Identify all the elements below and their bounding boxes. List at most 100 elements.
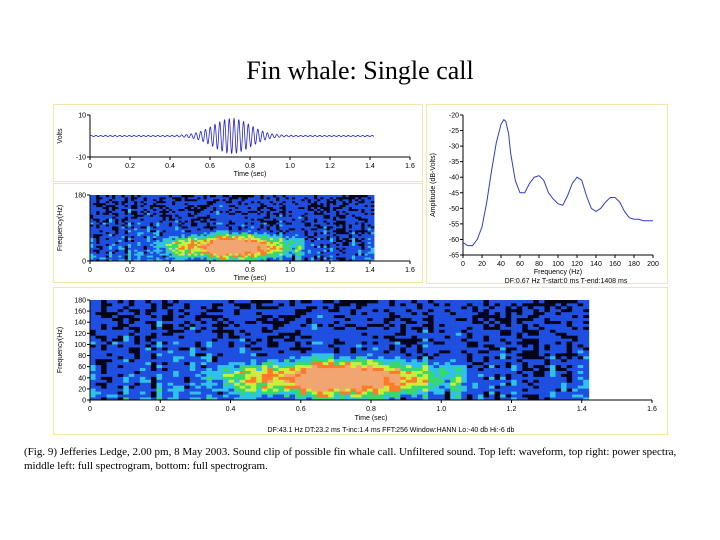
spectrogram-cell <box>348 229 353 233</box>
spectrogram-cell <box>250 257 255 260</box>
spectrogram-cell <box>285 259 290 262</box>
spectrogram-cell <box>223 358 229 363</box>
spectrogram-cell <box>367 196 372 200</box>
spectrogram-cell <box>189 332 196 336</box>
spectrogram-cell <box>112 341 119 345</box>
spectrogram-cell <box>289 335 296 339</box>
spectrogram-cell <box>342 202 346 206</box>
spectrogram-cell <box>269 243 274 246</box>
spectrogram-cell <box>370 222 375 225</box>
spectrogram-cell <box>123 311 130 316</box>
spectrogram-cell <box>127 255 132 258</box>
spectrogram-cell <box>320 218 324 221</box>
spectrogram-cell <box>178 300 185 304</box>
spectrogram-cell <box>127 247 132 250</box>
spectrogram-cell <box>195 358 202 363</box>
spectrogram-cell <box>244 202 249 206</box>
spectrogram-cell <box>244 210 249 213</box>
spectrogram-cell <box>350 320 357 324</box>
spectrogram-cell <box>105 243 110 246</box>
spectrogram-cell <box>257 210 261 213</box>
spectrogram-cell <box>361 253 365 256</box>
spectrogram-cell <box>134 243 138 246</box>
spectrogram-cell <box>260 235 264 239</box>
spectrogram-cell <box>159 255 163 258</box>
spectrogram-cell <box>332 212 337 215</box>
spectrogram-cell <box>101 364 108 369</box>
spectrogram-cell <box>339 391 346 395</box>
spectrogram-cell <box>101 352 108 357</box>
spectrogram-cell <box>90 222 94 225</box>
spectrogram-cell <box>200 237 204 241</box>
spectrogram-cell <box>235 218 239 221</box>
spectrogram-cell <box>288 241 293 244</box>
spectrogram-cell <box>139 326 146 330</box>
spectrogram-cell <box>320 200 324 204</box>
spectrogram-cell <box>342 239 346 242</box>
spectrogram-cell <box>178 373 185 377</box>
spectrogram-cell <box>367 376 374 380</box>
spectrogram-cell <box>108 229 113 233</box>
spectrogram-cell <box>162 237 167 241</box>
spectrogram-cell <box>150 338 157 342</box>
spectrogram-cell <box>351 243 356 246</box>
spectrogram-cell <box>106 350 113 354</box>
spectrogram-cell <box>172 241 176 244</box>
spectrogram-cell <box>364 206 369 209</box>
spectrogram-cell <box>336 226 340 229</box>
spectrogram-cell <box>295 195 299 198</box>
y-axis-label: Volts <box>57 128 64 144</box>
spectrogram-cell <box>93 226 97 229</box>
spectrogram-cell <box>238 231 242 235</box>
x-tick-label: 0 <box>88 267 92 274</box>
spectrogram-cell <box>211 373 218 377</box>
spectrogram-cell <box>367 332 374 336</box>
spectrogram-cell <box>306 361 313 366</box>
spectrogram-cell <box>206 300 213 304</box>
spectrogram-cell <box>289 323 296 327</box>
spectrogram-cell <box>234 376 241 380</box>
spectrogram-cell <box>162 329 168 333</box>
spectrogram-cell <box>266 237 271 241</box>
spectrogram-cell <box>234 388 241 392</box>
spectrogram-cell <box>137 241 141 244</box>
spectrogram-cell <box>216 235 220 239</box>
spectrogram-cell <box>172 229 176 233</box>
spectrogram-cell <box>310 216 315 219</box>
spectrogram-cell <box>115 259 119 262</box>
spectrogram-cell <box>178 231 182 235</box>
spectrogram-cell <box>295 382 301 386</box>
spectrogram-cell <box>306 355 313 360</box>
spectrogram-cell <box>223 320 229 324</box>
spectrogram-cell <box>247 247 252 250</box>
spectrogram-cell <box>190 255 195 258</box>
spectrogram-cell <box>178 376 185 380</box>
spectrogram-cell <box>197 253 201 256</box>
spectrogram-cell <box>304 259 309 262</box>
spectrogram-cell <box>250 329 257 333</box>
spectrogram-cell <box>235 249 239 252</box>
spectrogram-cell <box>247 198 252 202</box>
spectrogram-cell <box>295 200 299 204</box>
spectrogram-cell <box>159 196 163 200</box>
spectrogram-cell <box>149 239 154 242</box>
spectrogram-cell <box>195 370 202 374</box>
spectrogram-cell <box>250 239 255 242</box>
spectrogram-cell <box>99 251 104 254</box>
spectrogram-cell <box>323 226 328 229</box>
spectrogram-cell <box>350 397 357 401</box>
spectrogram-cell <box>298 231 302 235</box>
spectrogram-cell <box>200 329 207 333</box>
spectrogram-cell <box>267 335 274 339</box>
spectrogram-cell <box>184 394 191 398</box>
spectrogram-cell <box>178 200 182 204</box>
spectrogram-cell <box>189 335 196 339</box>
spectrogram-cell <box>118 245 122 248</box>
spectrogram-bottom-chart: 0 0.2 0.4 0.6 0.8 1.0 1.2 1.4 1.6180160140120100… <box>57 298 657 435</box>
spectrogram-cell <box>261 394 268 398</box>
spectrogram-cell <box>361 364 368 369</box>
spectrogram-cell <box>203 237 208 241</box>
spectrogram-cell <box>90 358 96 363</box>
spectrogram-cell <box>378 355 385 360</box>
spectrogram-cell <box>356 373 362 377</box>
